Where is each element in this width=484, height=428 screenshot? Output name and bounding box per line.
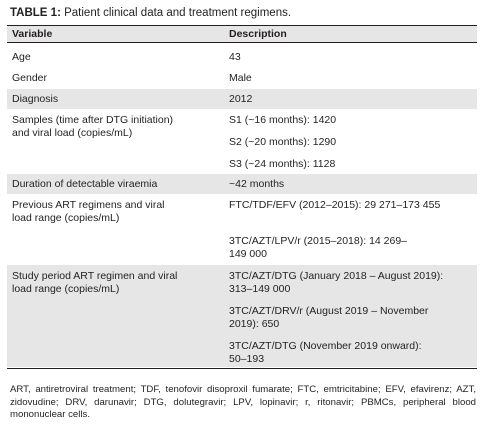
cell-description-diagnosis: 2012	[229, 93, 253, 105]
cell-description-study-2-line2: 2019): 650	[229, 318, 280, 330]
table-footnote: ART, antiretroviral treatment; TDF, teno…	[10, 384, 476, 420]
cell-description-previous-art-2-line2: 149 000	[229, 248, 267, 260]
cell-description-gender: Male	[229, 72, 252, 84]
cell-variable-viraemia: Duration of detectable viraemia	[12, 178, 158, 190]
cell-variable-diagnosis: Diagnosis	[12, 93, 59, 105]
cell-variable-previous-art-line1: Previous ART regimens and viral	[12, 199, 165, 211]
table-header-row	[7, 26, 477, 42]
cell-description-age: 43	[229, 51, 241, 63]
cell-description-previous-art-2-line1: 3TC/AZT/LPV/r (2015–2018): 14 269–	[229, 235, 408, 247]
table-caption-text: Patient clinical data and treatment regi…	[60, 7, 292, 19]
cell-description-study-1-line2: 313–149 000	[229, 283, 291, 295]
cell-description-previous-art-1: FTC/TDF/EFV (2012–2015): 29 271–173 455	[229, 199, 441, 211]
row-band-diagnosis	[7, 89, 477, 109]
cell-variable-samples-line2: and viral load (copies/mL)	[12, 127, 133, 139]
cell-description-sample-s2: S2 (~20 months): 1290	[229, 136, 337, 148]
cell-description-study-3-line2: 50–193	[229, 353, 265, 365]
row-band-study-period	[7, 265, 477, 367]
table-bottom-rule	[7, 368, 477, 369]
table-header-rule	[7, 42, 477, 43]
table-caption-label: TABLE 1:	[10, 7, 61, 19]
cell-variable-samples-line1: Samples (time after DTG initiation)	[12, 114, 174, 126]
column-header-variable: Variable	[12, 28, 53, 40]
cell-variable-previous-art-line2: load range (copies/mL)	[12, 212, 120, 224]
table-caption: TABLE 1: Patient clinical data and treat…	[10, 5, 480, 21]
cell-description-study-3-line1: 3TC/AZT/DTG (November 2019 onward):	[229, 340, 422, 352]
row-band-viraemia	[7, 174, 477, 194]
cell-variable-study-period-line1: Study period ART regimen and viral	[12, 270, 178, 282]
cell-variable-age: Age	[12, 51, 31, 63]
cell-description-study-2-line1: 3TC/AZT/DRV/r (August 2019 – November	[229, 305, 429, 317]
cell-description-viraemia: ~42 months	[229, 178, 285, 190]
column-header-description: Description	[229, 28, 287, 40]
cell-description-study-1-line1: 3TC/AZT/DTG (January 2018 – August 2019)…	[229, 270, 444, 282]
cell-description-sample-s3: S3 (~24 months): 1128	[229, 158, 336, 170]
cell-variable-study-period-line2: load range (copies/mL)	[12, 283, 120, 295]
cell-variable-gender: Gender	[12, 72, 48, 84]
table-top-rule	[7, 25, 477, 26]
cell-description-sample-s1: S1 (~16 months): 1420	[229, 114, 337, 126]
